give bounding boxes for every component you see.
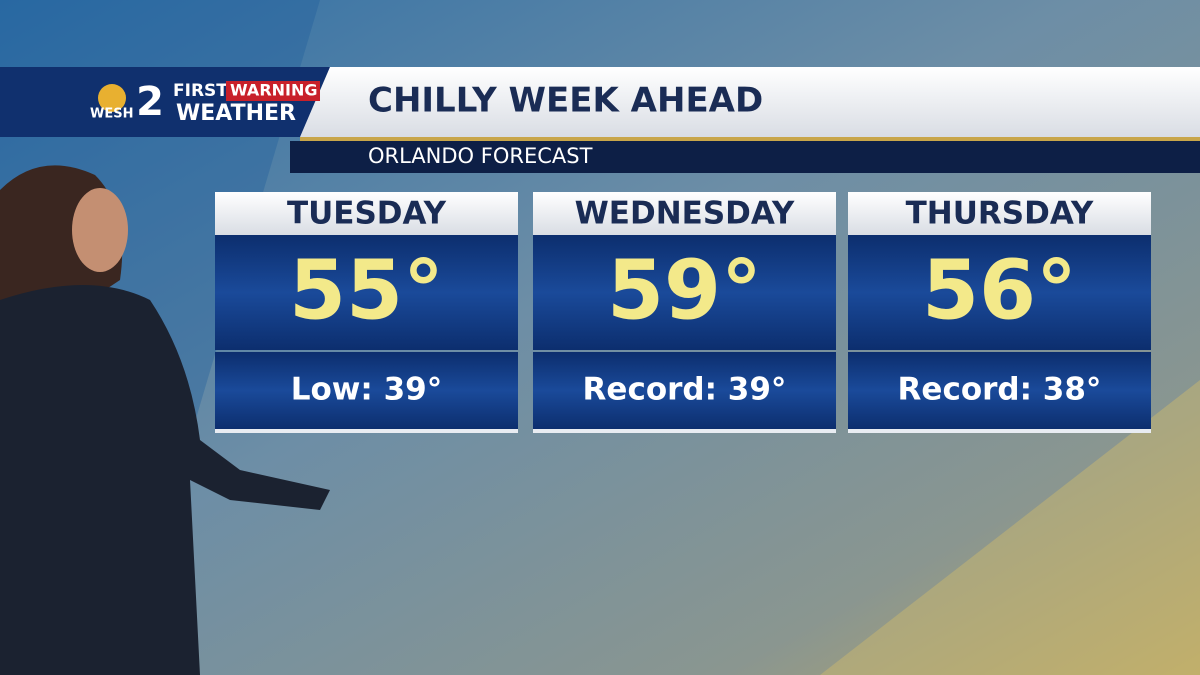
card-base xyxy=(533,429,836,433)
day-header xyxy=(848,192,1151,235)
high-temp: 59° xyxy=(607,243,762,338)
brand-warning: WARNING xyxy=(230,81,318,100)
high-temp: 56° xyxy=(922,243,1077,338)
note-panel xyxy=(848,352,1151,429)
title-bar xyxy=(300,67,1200,137)
presenter xyxy=(0,165,330,675)
note-panel xyxy=(215,352,518,429)
temp-note: Record: 38° xyxy=(898,372,1102,408)
title: CHILLY WEEK AHEAD xyxy=(368,81,763,121)
brand-weather: WEATHER xyxy=(176,101,296,126)
brand-first: FIRST xyxy=(173,81,228,101)
day-name: TUESDAY xyxy=(287,196,447,232)
background-accent xyxy=(820,380,1200,675)
day-name: WEDNESDAY xyxy=(575,196,795,232)
logo-box xyxy=(0,67,345,137)
note-panel xyxy=(533,352,836,429)
temp-note: Record: 39° xyxy=(583,372,787,408)
peacock-icon xyxy=(98,84,126,112)
high-temp: 55° xyxy=(289,243,444,338)
gold-rule xyxy=(300,137,1200,141)
card-base xyxy=(848,429,1151,433)
subtitle-bar xyxy=(290,141,1200,173)
high-panel xyxy=(533,235,836,350)
subtitle: ORLANDO FORECAST xyxy=(368,144,593,168)
warning-badge xyxy=(226,81,320,101)
day-header xyxy=(215,192,518,235)
high-panel xyxy=(848,235,1151,350)
day-header xyxy=(533,192,836,235)
channel-number: 2 xyxy=(136,79,164,125)
temp-note: Low: 39° xyxy=(291,372,443,408)
forecast-cards: TUESDAY 55° Low: 39° WEDNESDAY 59° Record: 39… xyxy=(215,192,1151,433)
high-panel xyxy=(215,235,518,350)
day-name: THURSDAY xyxy=(906,196,1094,232)
card-base xyxy=(215,429,518,433)
station-name: WESH xyxy=(90,107,133,122)
